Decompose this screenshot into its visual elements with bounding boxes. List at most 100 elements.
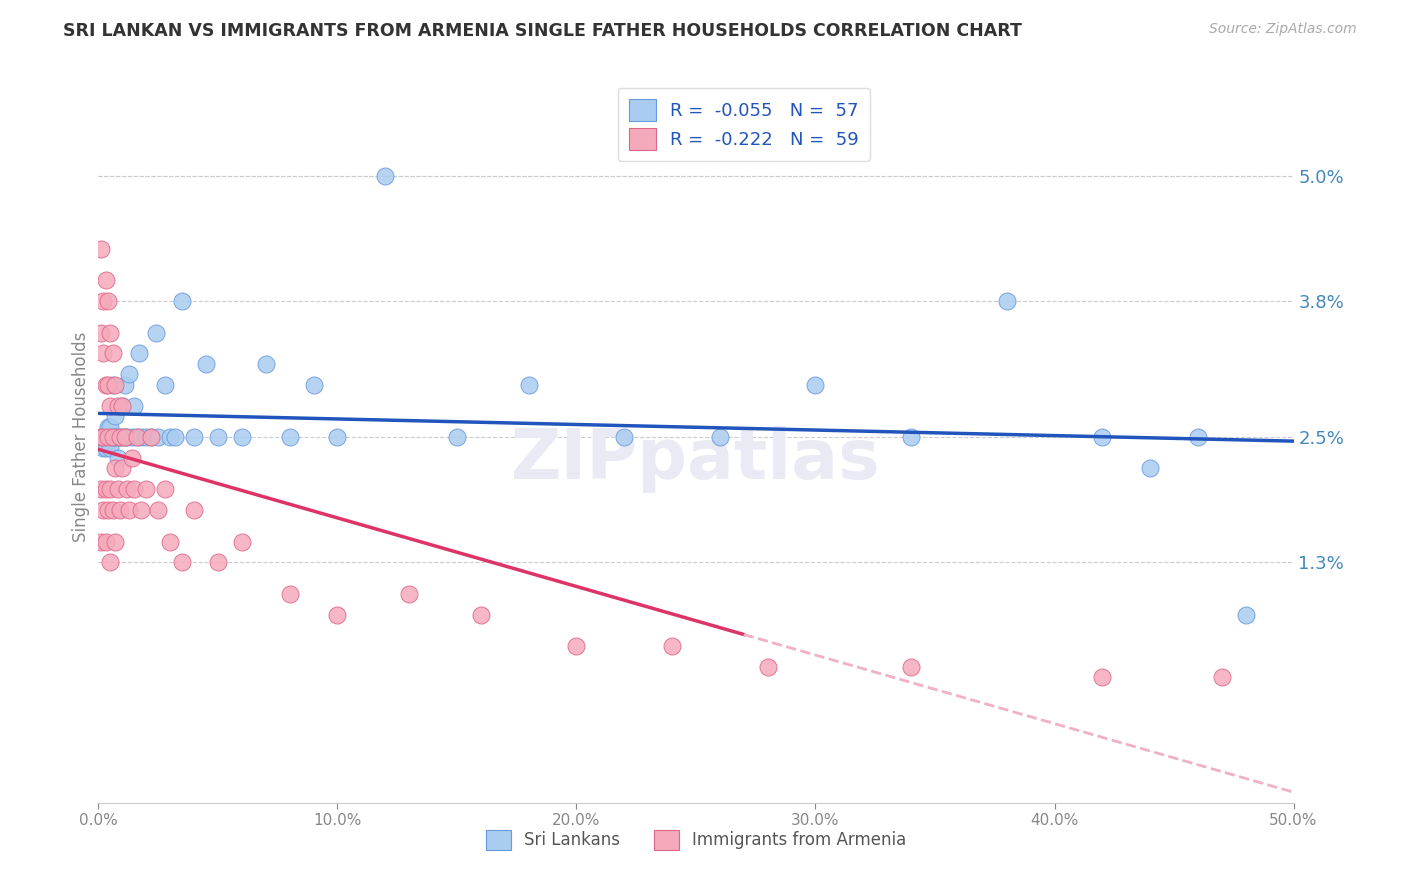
Point — [118, 503, 141, 517]
Point — [104, 461, 127, 475]
Point — [115, 430, 138, 444]
Point — [1234, 607, 1257, 622]
Point — [91, 441, 114, 455]
Point — [131, 430, 153, 444]
Point — [111, 399, 134, 413]
Point — [101, 503, 124, 517]
Point — [104, 409, 127, 424]
Y-axis label: Single Father Households: Single Father Households — [72, 332, 90, 542]
Point — [107, 430, 129, 444]
Point — [111, 461, 134, 475]
Point — [98, 441, 122, 455]
Point — [131, 503, 153, 517]
Point — [207, 430, 229, 444]
Point — [278, 587, 301, 601]
Point — [231, 534, 253, 549]
Point — [278, 430, 301, 444]
Point — [90, 242, 112, 256]
Point — [159, 534, 181, 549]
Point — [91, 503, 114, 517]
Point — [97, 503, 120, 517]
Point — [1211, 670, 1233, 684]
Point — [111, 430, 134, 444]
Point — [900, 430, 922, 444]
Point — [125, 430, 148, 444]
Point — [135, 483, 157, 497]
Point — [107, 483, 129, 497]
Point — [101, 430, 124, 444]
Point — [104, 534, 127, 549]
Point — [115, 483, 138, 497]
Point — [148, 503, 170, 517]
Point — [1139, 461, 1161, 475]
Point — [94, 273, 117, 287]
Point — [108, 503, 131, 517]
Point — [94, 441, 117, 455]
Point — [101, 430, 124, 444]
Point — [114, 430, 136, 444]
Point — [207, 556, 229, 570]
Point — [90, 430, 112, 444]
Point — [98, 430, 122, 444]
Point — [128, 346, 150, 360]
Point — [91, 430, 114, 444]
Point — [155, 483, 177, 497]
Point — [107, 399, 129, 413]
Point — [446, 430, 468, 444]
Point — [114, 377, 136, 392]
Point — [90, 430, 112, 444]
Point — [91, 294, 114, 309]
Point — [565, 639, 588, 653]
Point — [183, 503, 205, 517]
Point — [111, 399, 134, 413]
Text: ZIPpatlas: ZIPpatlas — [512, 425, 880, 492]
Point — [661, 639, 683, 653]
Point — [104, 430, 127, 444]
Point — [121, 450, 143, 465]
Point — [254, 357, 277, 371]
Point — [97, 430, 120, 444]
Point — [1091, 670, 1114, 684]
Point — [139, 430, 162, 444]
Point — [1187, 430, 1209, 444]
Text: SRI LANKAN VS IMMIGRANTS FROM ARMENIA SINGLE FATHER HOUSEHOLDS CORRELATION CHART: SRI LANKAN VS IMMIGRANTS FROM ARMENIA SI… — [63, 22, 1022, 40]
Point — [900, 660, 922, 674]
Point — [183, 430, 205, 444]
Point — [121, 430, 143, 444]
Point — [108, 430, 131, 444]
Point — [302, 377, 325, 392]
Point — [195, 357, 218, 371]
Point — [124, 399, 146, 413]
Point — [398, 587, 420, 601]
Point — [756, 660, 779, 674]
Point — [155, 377, 177, 392]
Point — [90, 483, 112, 497]
Point — [231, 430, 253, 444]
Point — [470, 607, 492, 622]
Point — [108, 430, 131, 444]
Point — [97, 430, 120, 444]
Point — [995, 294, 1018, 309]
Point — [159, 430, 181, 444]
Point — [804, 377, 827, 392]
Point — [517, 377, 540, 392]
Point — [90, 534, 112, 549]
Point — [709, 430, 731, 444]
Point — [326, 607, 349, 622]
Point — [104, 377, 127, 392]
Point — [94, 430, 117, 444]
Text: Source: ZipAtlas.com: Source: ZipAtlas.com — [1209, 22, 1357, 37]
Point — [90, 430, 112, 444]
Point — [94, 483, 117, 497]
Legend: Sri Lankans, Immigrants from Armenia: Sri Lankans, Immigrants from Armenia — [479, 823, 912, 856]
Point — [98, 483, 122, 497]
Point — [118, 368, 141, 382]
Point — [97, 377, 120, 392]
Point — [145, 326, 167, 340]
Point — [91, 430, 114, 444]
Point — [90, 326, 112, 340]
Point — [98, 419, 122, 434]
Point — [172, 294, 194, 309]
Point — [101, 346, 124, 360]
Point — [1091, 430, 1114, 444]
